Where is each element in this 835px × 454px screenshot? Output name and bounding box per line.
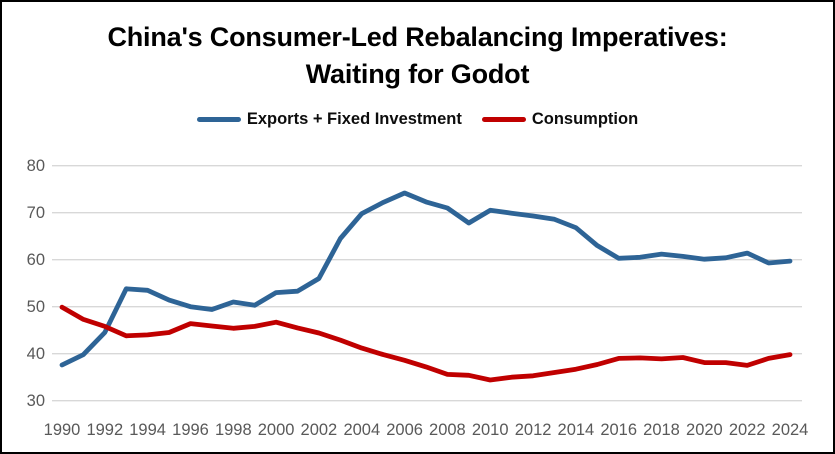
legend-label-consumption: Consumption — [531, 110, 639, 128]
x-tick-label-1998: 1998 — [215, 421, 252, 439]
x-tick-label-2010: 2010 — [472, 421, 509, 439]
x-tick-label-2018: 2018 — [643, 421, 680, 439]
x-tick-label-2004: 2004 — [343, 421, 380, 439]
chart-title: China's Consumer-Led Rebalancing Imperat… — [2, 19, 833, 93]
x-tick-label-2006: 2006 — [386, 421, 423, 439]
legend-swatch-exports-icon — [196, 117, 241, 122]
y-tick-label-40: 40 — [27, 345, 45, 363]
legend-label-exports: Exports + Fixed Investment — [246, 110, 462, 128]
y-tick-label-60: 60 — [27, 251, 45, 269]
x-tick-label-2016: 2016 — [600, 421, 637, 439]
series-line-exports-fixed-investment — [59, 190, 793, 368]
x-tick-label-2022: 2022 — [729, 421, 766, 439]
x-tick-label-2000: 2000 — [258, 421, 295, 439]
x-tick-label-1996: 1996 — [172, 421, 209, 439]
x-tick-label-1994: 1994 — [129, 421, 166, 439]
legend-swatch-consumption-icon — [481, 117, 526, 122]
legend-item-consumption: Consumption — [481, 110, 639, 129]
y-tick-label-30: 30 — [27, 392, 45, 410]
x-tick-label-2008: 2008 — [429, 421, 466, 439]
chart-title-line1: China's Consumer-Led Rebalancing Imperat… — [107, 22, 728, 52]
x-tick-label-2020: 2020 — [686, 421, 723, 439]
series-line-consumption — [59, 304, 793, 383]
x-tick-label-2012: 2012 — [515, 421, 552, 439]
x-tick-label-2002: 2002 — [301, 421, 338, 439]
legend-item-exports-fixed-investment: Exports + Fixed Investment — [196, 110, 462, 129]
x-tick-label-2024: 2024 — [772, 421, 809, 439]
x-tick-label-1990: 1990 — [44, 421, 81, 439]
y-tick-label-80: 80 — [27, 157, 45, 175]
x-tick-label-1992: 1992 — [86, 421, 123, 439]
x-tick-label-2014: 2014 — [558, 421, 595, 439]
y-tick-label-70: 70 — [27, 204, 45, 222]
chart-title-line2: Waiting for Godot — [305, 59, 530, 89]
y-tick-label-50: 50 — [27, 298, 45, 316]
chart-legend: Exports + Fixed Investment Consumption — [2, 110, 833, 129]
